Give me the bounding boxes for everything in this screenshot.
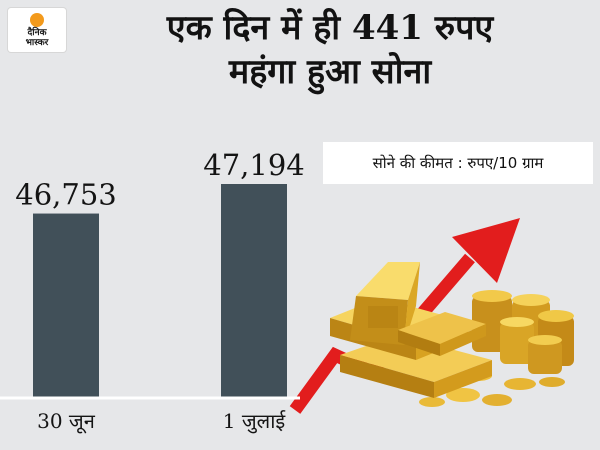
gold-bars-icon [330, 262, 492, 398]
logo-text-line1: दैनिक [27, 28, 47, 38]
x-tick-label-2: 1 जुलाई [223, 409, 287, 434]
title-line-2: महंगा हुआ सोना [228, 52, 432, 92]
title-line-1: एक दिन में ही 441 रुपए [166, 8, 494, 48]
bar-value-label-1: 46,753 [15, 178, 116, 212]
logo-text-line2: भास्कर [25, 38, 49, 48]
logo-sun-icon [30, 13, 44, 27]
bar-1 [33, 213, 99, 398]
x-tick-label-1: 30 जून [37, 409, 96, 434]
chart-title: एक दिन में ही 441 रुपए महंगा हुआ सोना [70, 6, 590, 94]
unit-label: सोने की कीमत : रुपए/10 ग्राम [323, 142, 593, 184]
bars: 46,753 30 जून 47,194 1 जुलाई [15, 148, 304, 434]
bar-value-label-2: 47,194 [203, 148, 304, 182]
dainik-bhaskar-logo: दैनिक भास्कर [8, 8, 66, 52]
gold-bars-and-coins-icon [289, 218, 574, 414]
bar-2 [221, 184, 287, 398]
